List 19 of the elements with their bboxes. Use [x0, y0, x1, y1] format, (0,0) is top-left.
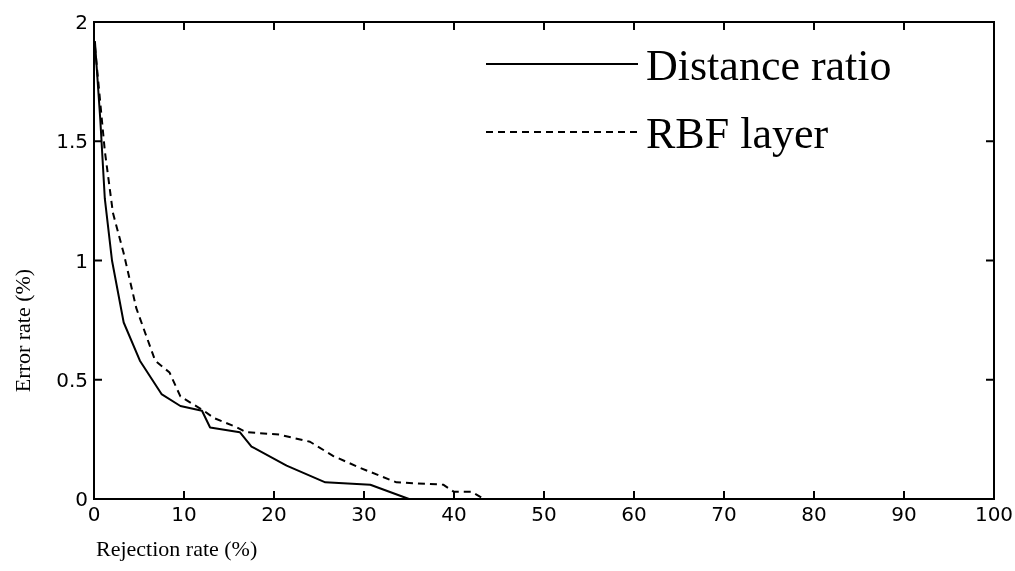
y-axis-title: Error rate (%)	[10, 268, 35, 393]
x-tick-label: 60	[621, 502, 647, 526]
x-tick-label: 10	[171, 502, 197, 526]
x-tick-label: 90	[891, 502, 917, 526]
y-tick-label: 0.5	[56, 367, 88, 392]
x-tick-label: 40	[441, 502, 467, 526]
x-tick-label: 100	[974, 502, 1014, 526]
x-tick-label: 80	[801, 502, 827, 526]
x-axis-title: Rejection rate (%)	[96, 536, 258, 561]
x-tick-label: 20	[261, 502, 287, 526]
y-tick-label: 1.5	[56, 129, 88, 154]
y-tick-label: 1	[75, 248, 88, 273]
y-tick-label: 0	[75, 487, 88, 511]
x-tick-label: 30	[351, 502, 377, 526]
legend-label: Distance ratio	[646, 41, 892, 90]
x-tick-label: 50	[531, 502, 557, 526]
legend-label: RBF layer	[646, 109, 829, 158]
y-tick-label: 2	[75, 10, 88, 34]
x-tick-label: 70	[711, 502, 737, 526]
